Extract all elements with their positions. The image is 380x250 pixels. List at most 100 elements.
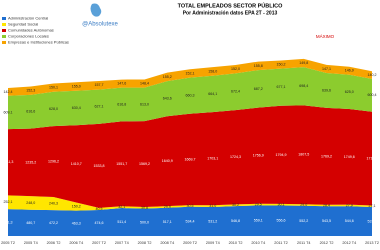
- data-label: 155,0: [72, 84, 81, 88]
- data-label: 29,0: [300, 203, 307, 207]
- x-tick-label: 2009 T4: [206, 241, 220, 245]
- data-label: 155,8: [254, 64, 263, 68]
- x-tick-label: 2009 T2: [183, 241, 197, 245]
- data-label: 40,5: [96, 207, 103, 211]
- data-label: 627,1: [95, 105, 104, 109]
- data-label: 628,0: [49, 107, 58, 111]
- data-label: 140,2: [368, 73, 377, 77]
- legend-label: Seguridad Social: [8, 22, 38, 27]
- legend-swatch: [2, 29, 6, 32]
- data-label: 546,8: [231, 219, 240, 223]
- data-label: 517,1: [163, 220, 172, 224]
- data-label: 1749,6: [344, 155, 355, 159]
- data-label: 240,3: [49, 202, 58, 206]
- legend-swatch: [2, 35, 6, 38]
- data-label: 1769,2: [321, 154, 332, 158]
- legend-label: Corporaciones Locales: [8, 34, 49, 39]
- data-label: 559,1: [254, 219, 263, 223]
- data-label: 30,5: [187, 204, 194, 208]
- data-label: 29,9: [164, 205, 171, 209]
- data-label: 149,8: [299, 61, 308, 65]
- data-label: 531,2: [208, 219, 217, 223]
- data-label: 32,1: [118, 205, 125, 209]
- data-label: 534,4: [186, 219, 195, 223]
- x-tick-label: 2011 T2: [274, 241, 288, 245]
- data-label: 30,2: [232, 203, 239, 207]
- data-label: 613,0: [140, 102, 149, 106]
- data-label: 152,1: [186, 71, 195, 75]
- max-annotation: MÁXIMO: [316, 33, 335, 39]
- data-label: 252,1: [4, 200, 13, 204]
- data-label: 1569,2: [139, 162, 150, 166]
- data-label: 660,3: [186, 94, 195, 98]
- x-tick-label: 2008 T2: [138, 241, 152, 245]
- data-label: 147,1: [322, 67, 331, 71]
- legend-label: Empresas e Instituciones Públicas: [8, 40, 69, 45]
- data-label: 148,4: [140, 81, 149, 85]
- data-label: 616,8: [117, 102, 126, 106]
- data-label: 1724,3: [230, 155, 241, 159]
- data-label: 531,2: [368, 219, 377, 223]
- data-label: 30,8: [141, 206, 148, 210]
- logo: [90, 3, 102, 17]
- data-label: 155,2: [163, 75, 172, 79]
- data-label: 639,6: [322, 88, 331, 92]
- chart-subtitle: Por Administración datos EPA 2T - 2013: [183, 10, 278, 16]
- data-label: 677,1: [277, 85, 286, 89]
- x-tick-label: 2012 T4: [342, 241, 356, 245]
- data-label: 27,1: [369, 204, 376, 208]
- handle: @Absolutexe: [82, 22, 118, 28]
- data-label: 152,3: [26, 89, 35, 93]
- data-label: 157,7: [95, 83, 104, 87]
- data-label: 664,1: [208, 92, 217, 96]
- data-label: 150,1: [49, 86, 58, 90]
- data-label: 1551,7: [116, 162, 127, 166]
- data-label: 1756,9: [253, 154, 264, 158]
- data-label: 150,2: [277, 63, 286, 67]
- data-label: 1296,2: [48, 160, 59, 164]
- data-label: 556,6: [277, 219, 286, 223]
- data-label: 1794,9: [276, 153, 287, 157]
- area: [8, 205, 372, 236]
- data-label: 1640,9: [162, 159, 173, 163]
- data-label: 511,4: [117, 220, 126, 224]
- data-label: 142,4: [4, 90, 13, 94]
- legend-label: Comunidades Autónomas: [8, 28, 54, 33]
- data-label: 152,0: [231, 67, 240, 71]
- data-label: 1703,1: [207, 157, 218, 161]
- data-label: 1211,3: [3, 160, 14, 164]
- data-label: 248,0: [26, 201, 35, 205]
- data-label: 147,6: [117, 82, 126, 86]
- legend-label: Administración Central: [8, 16, 48, 21]
- data-label: 29,5: [255, 203, 262, 207]
- legend-swatch: [2, 23, 6, 26]
- area: [8, 58, 372, 96]
- x-tick-label: 2006 T2: [47, 241, 61, 245]
- data-label: 552,2: [299, 219, 308, 223]
- data-label: 616,6: [26, 110, 35, 114]
- data-label: 150,2: [72, 204, 81, 208]
- x-tick-label: 2010 T2: [229, 241, 243, 245]
- data-label: 600,4: [368, 93, 377, 97]
- data-label: 625,0: [345, 90, 354, 94]
- data-label: 1235,2: [25, 160, 36, 164]
- x-tick-label: 2007 T4: [115, 241, 129, 245]
- data-label: 630,4: [72, 106, 81, 110]
- x-tick-label: 2012 T2: [320, 241, 334, 245]
- data-label: 672,4: [231, 90, 240, 94]
- data-label: 543,5: [322, 219, 331, 223]
- data-label: 463,3: [72, 221, 81, 225]
- data-label: 698,4: [299, 84, 308, 88]
- data-label: 28,4: [323, 203, 330, 207]
- data-label: 158,0: [208, 69, 217, 73]
- x-tick-label: 2005 T2: [1, 241, 15, 245]
- data-label: 472,2: [49, 221, 58, 225]
- data-label: 30,1: [278, 203, 285, 207]
- area: [8, 195, 372, 211]
- data-label: 544,6: [345, 219, 354, 223]
- x-tick-label: 2013 T2: [365, 241, 379, 245]
- data-label: 31,0: [209, 204, 216, 208]
- data-label: 687,2: [254, 87, 263, 91]
- area: [8, 105, 372, 208]
